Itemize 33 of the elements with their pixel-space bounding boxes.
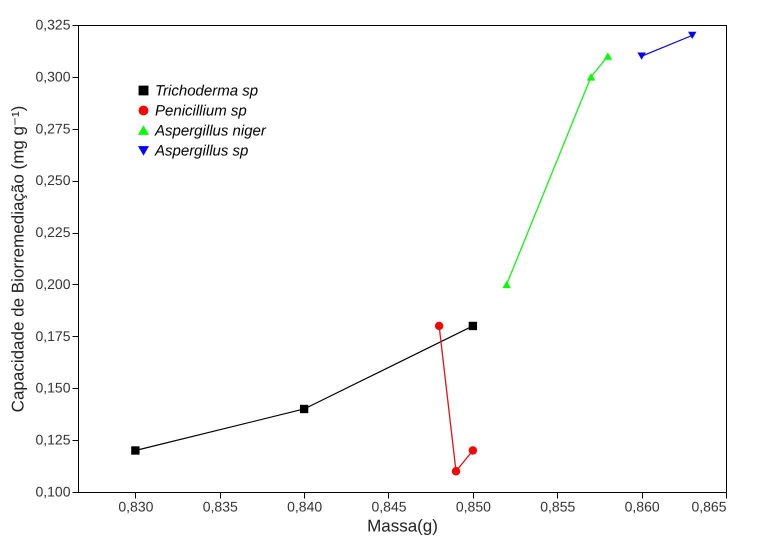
x-tick-label: 0,860 [624, 498, 660, 514]
x-tick-label: 0,855 [540, 498, 576, 514]
point [502, 280, 511, 288]
legend-label: Penicillium sp [155, 102, 247, 120]
point [586, 73, 596, 81]
y-tick-label: 0,225 [35, 224, 71, 240]
y-tick-label: 0,275 [35, 120, 71, 136]
x-tick-label: 0,835 [202, 498, 238, 514]
point [604, 52, 612, 60]
y-tick-label: 0,175 [35, 328, 71, 344]
x-tick-label: 0,850 [456, 498, 492, 514]
point [468, 446, 478, 455]
x-tick-label: 0,845 [371, 498, 407, 514]
legend-label: Aspergillus niger [154, 122, 267, 140]
x-tick-label: 0,830 [118, 498, 154, 514]
x-tick-label: 0,865 [691, 498, 727, 514]
y-tick-label: 0,250 [35, 172, 71, 188]
point [434, 322, 444, 330]
x-axis-title: Massa(g) [367, 516, 438, 536]
y-tick-label: 0,300 [35, 68, 71, 84]
y-tick-label: 0,200 [35, 276, 71, 292]
x-tick-label: 0,840 [287, 498, 322, 514]
y-tick-label: 0,150 [35, 380, 71, 396]
point [468, 322, 478, 330]
point [452, 467, 460, 476]
y-tick-label: 0,100 [35, 484, 71, 500]
point [300, 404, 308, 414]
legend-label: Aspergillus sp [154, 142, 248, 160]
y-tick-label: 0,325 [35, 16, 71, 32]
y-tick-label: 0,125 [35, 432, 71, 448]
point [131, 446, 140, 455]
legend-label: Trichoderma sp [155, 82, 258, 100]
y-axis-title: Capacidade de Biorremediação (mg g⁻¹) [8, 106, 28, 412]
